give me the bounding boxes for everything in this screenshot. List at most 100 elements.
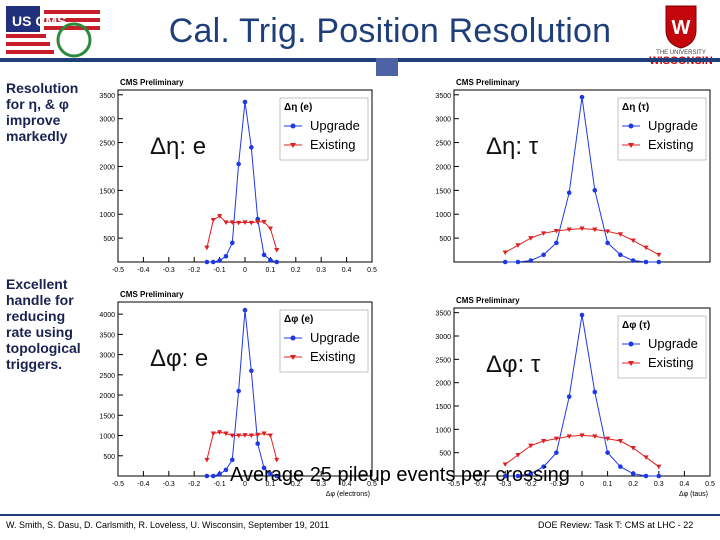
data-point-existing	[515, 453, 521, 458]
y-tick-label: 3500	[435, 93, 451, 100]
data-point-existing	[579, 226, 585, 232]
y-tick-label: 2000	[99, 393, 115, 400]
legend-title: Δφ (τ)	[622, 320, 650, 331]
x-axis-label: Δφ (electrons)	[326, 491, 370, 498]
data-point-upgrade	[274, 473, 280, 479]
chart-dphi-tau: CMS Preliminary 500 1000 1500 2000 2500 3000 35…	[435, 296, 715, 498]
data-point-existing	[630, 446, 636, 451]
data-point-upgrade	[566, 190, 572, 196]
data-point-existing	[223, 220, 229, 225]
y-tick-label: 500	[439, 451, 451, 458]
y-tick-label: 1500	[99, 188, 115, 195]
data-point-upgrade	[502, 473, 508, 479]
legend-entry-label: Upgrade	[310, 118, 360, 133]
data-point-existing	[248, 433, 254, 439]
y-tick-label: 2500	[435, 141, 451, 148]
x-tick-label: 0.1	[266, 267, 276, 274]
side-note-line: for η, & φ	[6, 96, 69, 112]
chart-header: CMS Preliminary	[456, 296, 520, 305]
data-point-upgrade	[217, 258, 222, 263]
us-cms-logo: US CMS	[4, 4, 104, 60]
y-tick-label: 1000	[99, 434, 115, 441]
legend-swatch-marker	[628, 143, 634, 148]
legend-title: Δη (e)	[284, 102, 312, 113]
data-point-upgrade	[579, 94, 585, 100]
x-tick-label: -0.4	[137, 481, 149, 488]
data-point-upgrade	[261, 465, 267, 471]
data-point-existing	[242, 433, 248, 438]
side-note-line: improve	[6, 112, 61, 128]
legend-swatch-marker	[628, 341, 634, 347]
data-point-existing	[541, 231, 547, 236]
side-note-line: triggers.	[6, 356, 63, 372]
legend-title: Δφ (e)	[284, 314, 313, 325]
legend-entry-label: Existing	[648, 355, 694, 370]
x-tick-label: -0.1	[214, 481, 226, 488]
big-panel-label: Δη: τ	[486, 133, 539, 160]
x-tick-label: -0.2	[188, 481, 200, 488]
data-point-upgrade	[605, 450, 610, 455]
x-tick-label: -0.3	[163, 267, 175, 274]
data-point-existing	[242, 220, 248, 225]
legend-entry-label: Existing	[310, 137, 356, 152]
data-point-existing	[566, 434, 572, 439]
data-point-upgrade	[249, 368, 254, 374]
side-note-line: topological	[6, 340, 81, 356]
data-point-upgrade	[541, 464, 546, 469]
data-point-upgrade	[230, 240, 235, 246]
x-tick-label: 0.4	[342, 267, 352, 274]
big-panel-label: Δη: e	[150, 133, 206, 160]
x-tick-label: 0.5	[367, 481, 377, 488]
data-point-existing	[656, 252, 662, 258]
x-tick-label: 0	[580, 481, 584, 488]
data-point-upgrade	[592, 389, 598, 395]
data-point-existing	[528, 236, 534, 241]
x-tick-label: 0.2	[628, 481, 638, 488]
data-point-existing	[229, 433, 235, 439]
data-point-upgrade	[502, 259, 508, 265]
legend-swatch-marker	[628, 361, 634, 366]
big-panel-label: Δφ: τ	[486, 351, 541, 378]
data-point-existing	[515, 243, 521, 248]
legend-entry-label: Existing	[648, 137, 694, 152]
y-tick-label: 3500	[435, 311, 451, 318]
data-point-upgrade	[210, 259, 216, 265]
x-tick-label: -0.5	[112, 267, 124, 274]
legend-box	[279, 309, 369, 373]
data-point-existing	[643, 245, 649, 251]
side-note-line: rate using	[6, 324, 73, 340]
data-point-upgrade	[210, 473, 216, 479]
data-point-existing	[541, 439, 547, 444]
data-point-existing	[630, 238, 636, 244]
data-point-upgrade	[579, 312, 585, 318]
data-point-existing	[236, 433, 242, 439]
x-tick-label: 0.1	[266, 481, 276, 488]
data-point-existing	[643, 455, 649, 460]
data-point-existing	[502, 462, 508, 467]
y-tick-label: 1000	[435, 427, 451, 434]
x-axis-label: Δφ (taus)	[679, 491, 708, 498]
data-point-existing	[223, 431, 229, 437]
y-tick-label: 2500	[435, 357, 451, 364]
data-point-existing	[210, 431, 216, 437]
data-point-existing	[579, 433, 585, 438]
data-point-existing	[229, 220, 235, 225]
data-point-upgrade	[643, 259, 649, 265]
chart-deta-electron: CMS Preliminary 500 1000 1500 2000 2500 3000 35…	[99, 78, 377, 274]
legend-title: Δη (τ)	[622, 102, 649, 113]
data-point-upgrade	[515, 473, 521, 479]
legend-swatch-marker	[290, 335, 296, 341]
data-point-upgrade	[630, 258, 636, 263]
chart-header: CMS Preliminary	[456, 78, 520, 87]
footer-credit: W. Smith, S. Dasu, D. Carlsmith, R. Love…	[6, 520, 329, 530]
x-tick-label: -0.5	[448, 481, 460, 488]
wisconsin-logo: W THE UNIVERSITY WISCONSIN	[644, 4, 718, 67]
data-point-upgrade	[223, 467, 229, 473]
x-tick-label: -0.1	[550, 481, 562, 488]
data-point-upgrade	[242, 307, 248, 313]
y-tick-label: 3000	[99, 117, 115, 124]
x-tick-label: 0.2	[291, 267, 301, 274]
data-point-upgrade	[566, 394, 572, 399]
data-point-existing	[204, 245, 210, 251]
data-point-existing	[617, 232, 623, 237]
